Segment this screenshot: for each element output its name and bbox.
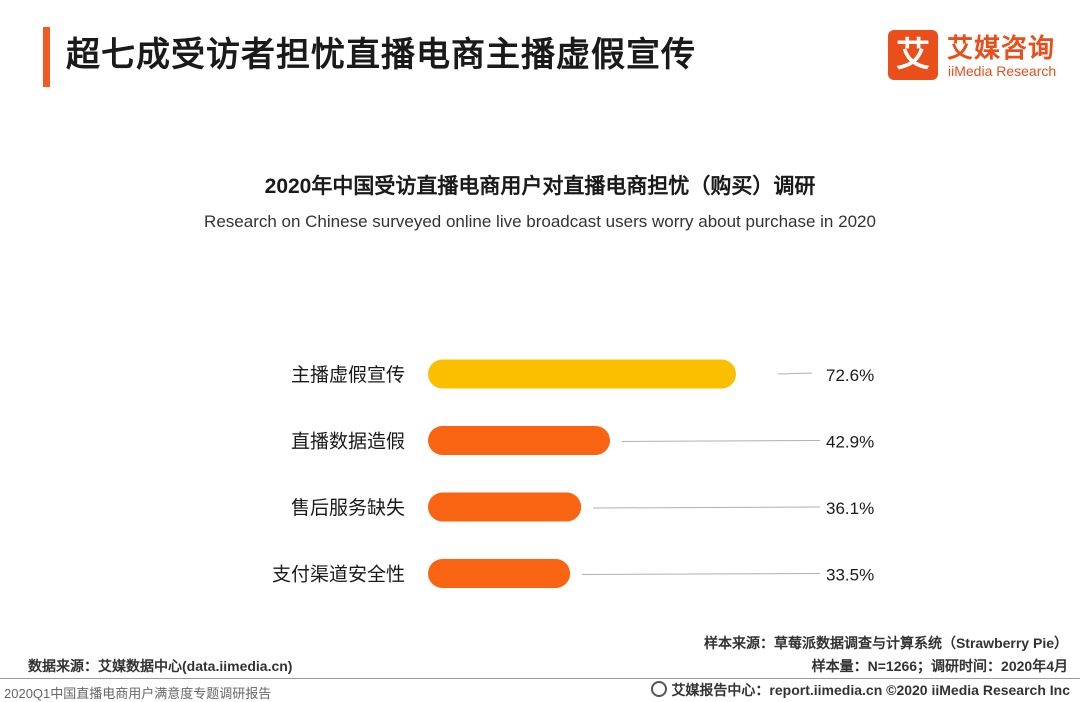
footer-copyright-text: 艾媒报告中心：report.iimedia.cn ©2020 iiMedia R… (671, 682, 1070, 698)
value-label: 33.5% (826, 566, 874, 585)
footer-divider (0, 678, 1080, 679)
brand-logo: 艾 艾媒咨询 iiMedia Research (888, 30, 1068, 84)
value-label: 72.6% (826, 366, 874, 385)
value-label: 36.1% (826, 499, 874, 518)
page-title: 超七成受访者担忧直播电商主播虚假宣传 (66, 36, 696, 74)
leader-line (582, 573, 821, 575)
sample-size-note: 样本量：N=1266；调研时间：2020年4月 (811, 658, 1068, 674)
footer-copyright: 艾媒报告中心：report.iimedia.cn ©2020 iiMedia R… (651, 680, 1070, 700)
logo-cn-text: 艾媒咨询 (947, 33, 1056, 63)
category-label: 支付渠道安全性 (272, 564, 405, 586)
leader-line (777, 372, 813, 375)
bar (428, 559, 571, 588)
leader-line (621, 440, 821, 442)
title-accent-bar (43, 27, 50, 87)
value-label: 42.9% (826, 433, 874, 452)
leader-line (593, 506, 821, 509)
data-source-note: 数据来源：艾媒数据中心(data.iimedia.cn) (28, 658, 293, 674)
bar (428, 426, 610, 455)
category-label: 售后服务缺失 (291, 497, 405, 519)
footer-report-title: 2020Q1中国直播电商用户满意度专题调研报告 (4, 686, 272, 701)
logo-en-text: iiMedia Research (948, 63, 1057, 79)
category-label: 直播数据造假 (291, 431, 405, 453)
globe-icon (651, 681, 668, 697)
category-label: 主播虚假宣传 (291, 364, 405, 386)
bar (428, 492, 582, 522)
sample-source-note: 样本来源：草莓派数据调查与计算系统（Strawberry Pie） (703, 635, 1068, 651)
bar (428, 359, 736, 389)
chart-title: 2020年中国受访直播电商用户对直播电商担忧（购买）调研 (264, 175, 816, 198)
logo-mark-icon: 艾 (888, 30, 938, 80)
chart-subtitle: Research on Chinese surveyed online live… (204, 212, 876, 231)
